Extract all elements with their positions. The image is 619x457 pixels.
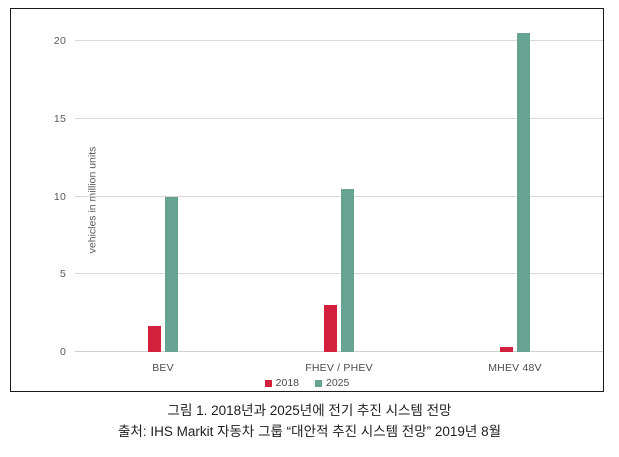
gridline-5 [75,273,603,275]
y-tick-label-10: 10 [53,190,66,203]
y-tick-label-20: 20 [53,35,66,47]
bar-2025-fhev-phev[interactable] [341,188,355,352]
gridline-0 [75,351,603,352]
gridline-15 [75,117,603,119]
chart-legend: 2018 2025 [11,377,603,389]
bar-2018-bev[interactable] [147,325,161,352]
y-tick-label-5: 5 [59,268,66,281]
x-tick-label-1: FHEV / PHEV [305,362,373,374]
y-tick-label-15: 15 [53,112,66,125]
bar-2025-bev[interactable] [165,196,179,352]
bar-2025-mhev-48v[interactable] [517,33,531,352]
legend-swatch-icon-2018 [264,379,272,387]
legend-item-2025[interactable]: 2025 [315,377,349,389]
figure-caption: 그림 1. 2018년과 2025년에 전기 추진 시스템 전망 출처: IHS… [0,400,619,442]
legend-label-2025: 2025 [326,377,350,389]
caption-line-1: 그림 1. 2018년과 2025년에 전기 추진 시스템 전망 [167,403,452,418]
legend-swatch-icon-2025 [315,379,322,387]
bar-group-mhev-48v: MHEV 48V [427,33,603,374]
gridline-20 [75,40,603,41]
x-tick-label-0: BEV [152,362,174,374]
bar-group-fhev-phev: FHEV / PHEV [251,41,427,374]
x-tick-label-2: MHEV 48V [488,362,542,374]
legend-label-2018: 2018 [275,377,299,389]
legend-item-2018[interactable]: 2018 [264,377,299,389]
bar-2018-mhev-48v[interactable] [499,347,513,352]
caption-line-2: 출처: IHS Markit 자동차 그룹 “대안적 추진 시스템 전망” 20… [117,424,502,439]
gridline-10 [75,195,603,197]
chart-frame: vehicles in million units 0 5 10 15 20 BEV FHE… [10,8,604,392]
bar-group-bev: BEV [75,41,251,374]
bar-2018-fhev-phev[interactable] [323,305,337,352]
y-tick-label-0: 0 [59,346,66,358]
plot-area: 0 5 10 15 20 BEV FHEV / PHEV MHEV 48V [54,33,603,374]
